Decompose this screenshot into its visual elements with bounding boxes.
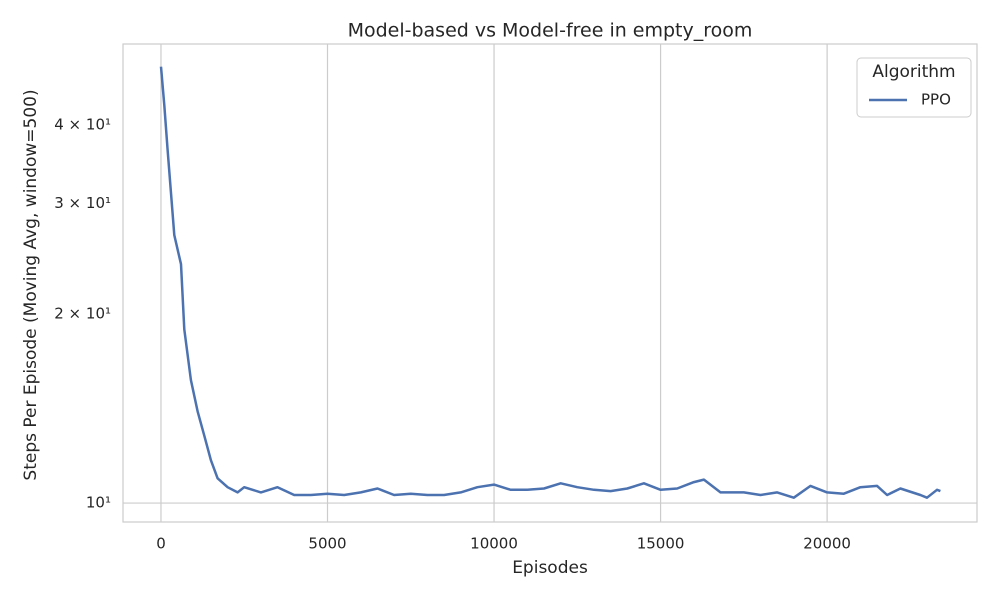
plot-area bbox=[122, 43, 978, 523]
data-line bbox=[159, 66, 941, 499]
y-axis-label: Steps Per Episode (Moving Avg, window=50… bbox=[21, 89, 41, 480]
y-tick-label: 3 × 10¹ bbox=[54, 194, 111, 212]
chart-title: Model-based vs Model-free in empty_room bbox=[348, 20, 753, 42]
y-tick-label: 10¹ bbox=[86, 494, 111, 512]
x-tick-label: 20000 bbox=[803, 535, 851, 553]
legend: Algorithm PPO bbox=[856, 57, 972, 118]
x-tick-label: 15000 bbox=[637, 535, 685, 553]
x-tick-label: 5000 bbox=[308, 535, 346, 553]
x-tick-label: 0 bbox=[156, 535, 166, 553]
y-tick-label: 4 × 10¹ bbox=[54, 115, 111, 133]
legend-label: PPO bbox=[921, 91, 951, 109]
legend-box bbox=[856, 57, 972, 118]
x-axis-label: Episodes bbox=[512, 558, 588, 578]
y-tick-label: 2 × 10¹ bbox=[54, 304, 111, 322]
x-tick-label: 10000 bbox=[470, 535, 518, 553]
legend-title: Algorithm bbox=[872, 62, 955, 82]
